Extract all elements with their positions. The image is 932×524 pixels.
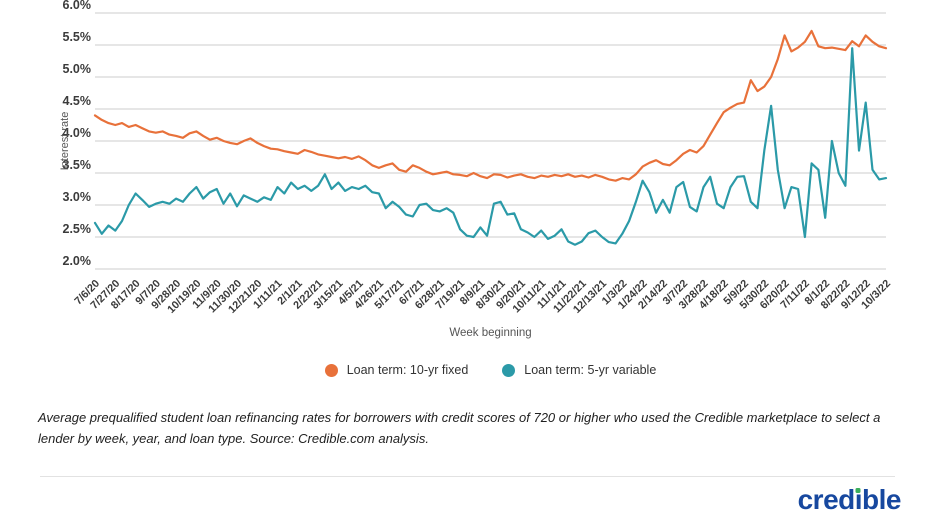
y-tick-label: 5.5% [63, 30, 92, 44]
y-tick-label: 6.0% [63, 0, 92, 12]
legend-item-5yr-variable: Loan term: 5-yr variable [502, 363, 656, 377]
logo-text-post: ble [862, 484, 901, 515]
y-tick-label: 4.5% [63, 94, 92, 108]
y-tick-label: 5.0% [63, 62, 92, 76]
y-tick-label: 3.0% [63, 190, 92, 204]
logo-text-pre: cred [797, 484, 856, 515]
y-tick-label: 3.5% [63, 158, 92, 172]
y-tick-label: 2.0% [63, 254, 92, 268]
series-line-5yr-variable [93, 47, 888, 246]
y-tick-label: 2.5% [63, 222, 92, 236]
interest-rate-line-chart: 6.0%5.5%5.0%4.5%4.0%3.5%3.0%2.5%2.0%7/6/… [59, 0, 893, 339]
logo-letter-i: ı [854, 484, 863, 515]
legend-label-5yr-variable: Loan term: 5-yr variable [524, 363, 657, 377]
y-axis-title: Interest rate [59, 112, 71, 171]
legend-label-10yr-fixed: Loan term: 10-yr fixed [346, 363, 469, 377]
source-footnote: Average prequalified student loan refina… [38, 410, 881, 446]
logo-i-dot-green [855, 488, 861, 493]
legend-item-10yr-fixed: Loan term: 10-yr fixed [324, 363, 469, 377]
series-line-10yr-fixed [93, 29, 888, 182]
chart-legend: Loan term: 10-yr fixed Loan term: 5-yr v… [95, 363, 886, 377]
legend-swatch-teal [502, 363, 516, 377]
divider-line [40, 476, 895, 477]
x-axis-title: Week beginning [449, 327, 531, 339]
credible-logo: cred ıble [797, 484, 902, 516]
legend-swatch-orange [324, 363, 338, 377]
y-tick-label: 4.0% [63, 126, 92, 140]
